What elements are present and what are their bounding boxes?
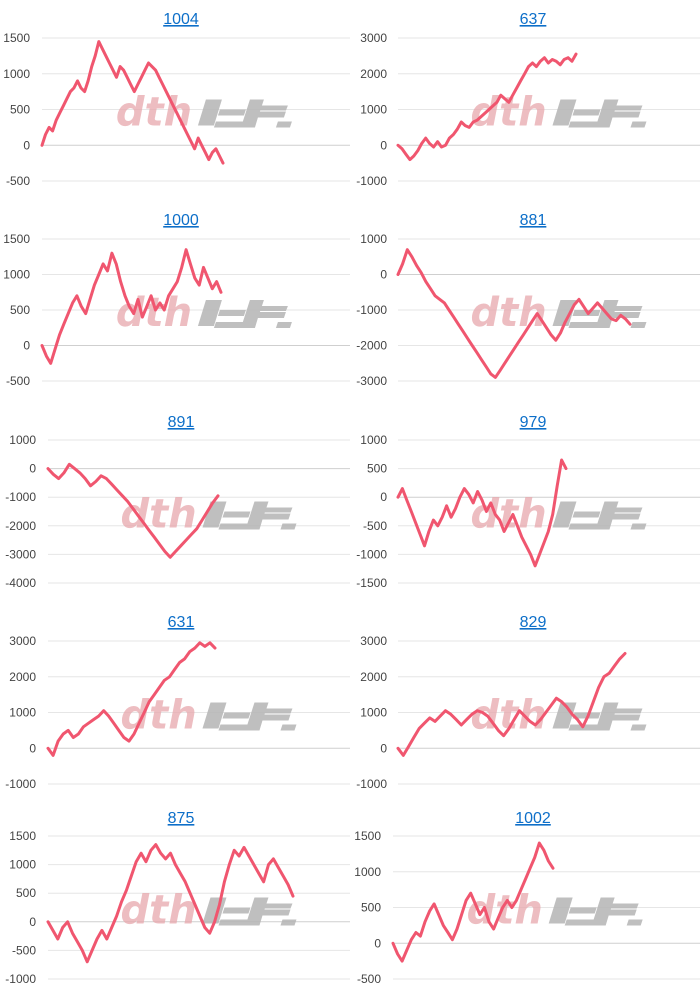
y-tick-label: -3000 (5, 547, 36, 561)
watermark-logo: dth (470, 90, 647, 136)
chart-title-link[interactable]: 1004 (163, 11, 199, 28)
y-tick-label: 0 (23, 339, 30, 353)
chart-1004: 1500 1000 500 0 -500 dth 1004 (3, 11, 350, 188)
svg-text:dth: dth (120, 693, 196, 739)
y-tick-label: 2000 (360, 670, 387, 684)
y-tick-label: 0 (23, 138, 30, 152)
y-tick-label: 0 (380, 741, 387, 755)
chart-891: 1000 0 -1000 -2000 -3000 -4000 dth 891 (5, 414, 350, 590)
y-tick-label: 1500 (354, 829, 381, 843)
chart-title-link[interactable]: 1002 (515, 810, 551, 827)
y-tick-label: 500 (361, 901, 381, 915)
y-tick-label: 1000 (9, 433, 36, 447)
series-line (46, 462, 220, 559)
y-tick-label: -3000 (356, 374, 387, 388)
y-tick-label: 0 (380, 138, 387, 152)
chart-631: 3000 2000 1000 0 -1000 dth 631 (5, 614, 350, 791)
y-tick-label: 1000 (3, 67, 30, 81)
y-tick-label: 2000 (9, 670, 36, 684)
y-tick-label: 1000 (360, 706, 387, 720)
chart-829: 3000 2000 1000 0 -1000 dth 829 (356, 614, 700, 791)
y-tick-label: -1000 (356, 777, 387, 791)
series-line (40, 248, 223, 365)
y-tick-label: 1000 (9, 706, 36, 720)
series-line (46, 641, 217, 757)
chart-title-link[interactable]: 891 (168, 414, 195, 431)
svg-text:dth: dth (120, 492, 196, 538)
y-tick-label: 2000 (360, 67, 387, 81)
y-tick-label: 0 (380, 490, 387, 504)
chart-title-link[interactable]: 875 (168, 810, 195, 827)
y-tick-label: 500 (367, 462, 387, 476)
watermark-logo: dth (470, 290, 647, 336)
y-tick-label: 0 (29, 915, 36, 929)
y-tick-label: -1000 (5, 972, 36, 986)
y-tick-label: 500 (16, 886, 36, 900)
y-tick-label: 1000 (360, 232, 387, 246)
y-tick-label: -4000 (5, 576, 36, 590)
y-tick-label: 1500 (3, 232, 30, 246)
y-tick-label: 0 (29, 462, 36, 476)
svg-text:dth: dth (116, 290, 192, 336)
svg-text:dth: dth (116, 90, 192, 136)
y-tick-label: -2000 (5, 519, 36, 533)
y-tick-label: 0 (374, 936, 381, 950)
y-tick-label: -500 (363, 519, 387, 533)
y-tick-label: -1000 (356, 174, 387, 188)
y-tick-label: -500 (6, 374, 30, 388)
watermark-logo: dth (120, 492, 297, 538)
chart-title-link[interactable]: 979 (520, 414, 547, 431)
series-line (396, 652, 627, 757)
y-tick-label: -1000 (356, 547, 387, 561)
y-tick-label: 500 (10, 303, 30, 317)
y-tick-label: 0 (29, 741, 36, 755)
chart-title-link[interactable]: 637 (520, 11, 547, 28)
watermark-logo: dth (120, 888, 297, 934)
y-tick-label: -1000 (5, 777, 36, 791)
series-line (391, 841, 555, 963)
svg-text:dth: dth (120, 888, 196, 934)
series-line (40, 40, 225, 165)
chart-1000: 1500 1000 500 0 -500 dth 1000 (3, 212, 350, 388)
y-tick-label: 3000 (9, 634, 36, 648)
chart-637: 3000 2000 1000 0 -1000 dth 637 (356, 11, 700, 188)
svg-text:dth: dth (470, 693, 546, 739)
chart-title-link[interactable]: 881 (520, 212, 547, 229)
y-tick-label: -1000 (356, 303, 387, 317)
series-line (396, 52, 578, 162)
y-tick-label: -1000 (5, 490, 36, 504)
watermark-logo: dth (116, 90, 292, 136)
svg-text:dth: dth (470, 90, 546, 136)
y-tick-label: -500 (12, 943, 36, 957)
y-tick-label: -2000 (356, 339, 387, 353)
watermark-logo: dth (120, 693, 297, 739)
chart-875: 1500 1000 500 0 -500 -1000 dth 875 (5, 810, 350, 986)
chart-title-link[interactable]: 631 (168, 614, 195, 631)
y-tick-label: 1000 (9, 858, 36, 872)
y-tick-label: 1500 (9, 829, 36, 843)
y-tick-label: -500 (6, 174, 30, 188)
y-tick-label: 1000 (354, 865, 381, 879)
y-tick-label: -1500 (356, 576, 387, 590)
y-tick-label: 500 (10, 103, 30, 117)
y-tick-label: -500 (357, 972, 381, 986)
svg-text:dth: dth (470, 290, 546, 336)
y-tick-label: 1000 (3, 268, 30, 282)
y-tick-label: 1000 (360, 433, 387, 447)
series-line (396, 248, 632, 379)
series-line (396, 458, 568, 568)
chart-title-link[interactable]: 829 (520, 614, 547, 631)
y-tick-label: 0 (380, 268, 387, 282)
watermark-logo: dth (116, 290, 292, 336)
y-tick-label: 1000 (360, 103, 387, 117)
series-line (46, 843, 295, 964)
y-tick-label: 3000 (360, 31, 387, 45)
y-tick-label: 1500 (3, 31, 30, 45)
chart-881: 1000 0 -1000 -2000 -3000 dth 881 (356, 212, 700, 388)
y-tick-label: 3000 (360, 634, 387, 648)
chart-title-link[interactable]: 1000 (163, 212, 199, 229)
